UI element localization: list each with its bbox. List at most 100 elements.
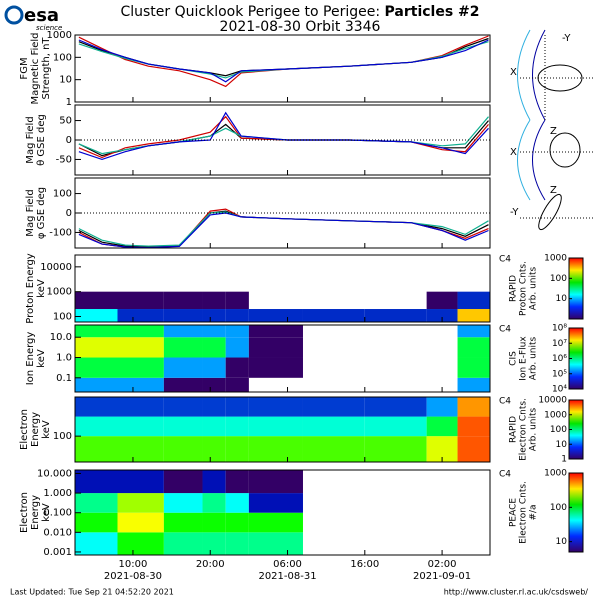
heatmap-cell (163, 436, 203, 462)
heatmap-cell (163, 291, 203, 310)
colorbar-label: PEACE (509, 498, 519, 527)
heatmap-cell (248, 532, 303, 555)
heatmap-cell (457, 291, 490, 310)
y-tick-label: 100 (53, 311, 72, 322)
heatmap-cell (248, 357, 303, 378)
heatmap-cell (163, 532, 203, 555)
heatmap-cell (75, 512, 118, 533)
heatmap-cell (426, 397, 458, 417)
footer-updated: Last Updated: Tue Sep 21 04:52:20 2021 (10, 588, 174, 597)
heatmap-cell (117, 357, 164, 378)
y-axis-label: θ GSE deg (36, 114, 47, 166)
heatmap-cell (248, 416, 303, 437)
colorbar-tick-label: 10⁴ (552, 385, 567, 395)
heatmap-cell (163, 470, 203, 494)
heatmap-cell (117, 512, 164, 533)
heatmap-cell (225, 397, 249, 417)
orbit-label: X (510, 67, 517, 78)
y-axis-label: Strength, nT (41, 37, 52, 100)
colorbar-label: RAPID (509, 275, 519, 302)
heatmap-cell (457, 309, 490, 322)
y-tick-label: 0.010 (43, 527, 72, 538)
x-tick-label: 10:00 (119, 559, 148, 570)
x-tick-label: 16:00 (350, 559, 379, 570)
colorbar-label: Arb. units (529, 266, 539, 310)
heatmap-cell (202, 377, 226, 392)
heatmap-cell (163, 325, 203, 338)
colorbar-tick-label: 10 (556, 440, 568, 450)
heatmap-cell (202, 532, 226, 555)
heatmap-cell (117, 337, 164, 358)
orbit-ellipse (538, 193, 562, 231)
heatmap-cell (302, 436, 365, 462)
panel-frame (74, 254, 491, 323)
heatmap-cell (457, 357, 490, 378)
heatmap-cell (225, 532, 249, 555)
heatmap-cell (225, 291, 249, 310)
y-tick-label: 0.100 (43, 508, 72, 519)
heatmap-cell (202, 337, 226, 358)
colorbar-tick-label: 100 (550, 503, 567, 513)
heatmap-cell (457, 397, 490, 417)
heatmap-cell (225, 309, 249, 322)
heatmap-cell (202, 357, 226, 378)
x-tick-label: 02:00 (428, 559, 457, 570)
x-tick-label: 06:00 (273, 559, 302, 570)
y-tick-label: 10.0 (50, 332, 72, 343)
heatmap-cell (426, 309, 458, 322)
heatmap-cell (117, 325, 164, 338)
subtitle: 2021-08-30 Orbit 3346 (220, 19, 381, 35)
heatmap-cell (163, 493, 203, 513)
y-axis-label: keV (41, 420, 52, 439)
y-axis-label: φ GSE deg (36, 187, 47, 239)
heatmap-cell (364, 416, 427, 437)
colorbar-tick-label: 1000 (544, 254, 567, 264)
y-tick-label: 1000 (47, 30, 72, 41)
y-tick-label: 0 (66, 135, 72, 146)
heatmap-cell (302, 309, 365, 322)
y-axis-label: Mag Field (25, 189, 36, 236)
heatmap-cell (202, 397, 226, 417)
heatmap-cell (163, 416, 203, 437)
heatmap-cell (163, 377, 203, 392)
y-axis-label: keV (36, 279, 47, 298)
heatmap-cell (302, 397, 365, 417)
heatmap-cell (163, 309, 203, 322)
heatmap-cell (75, 325, 118, 338)
spacecraft-label: C4 (499, 255, 511, 265)
heatmap-cell (364, 436, 427, 462)
y-axis-label: Ion Energy (25, 332, 36, 386)
heatmap-cell (457, 337, 490, 358)
y-tick-label: 1 (66, 97, 72, 108)
heatmap-cell (457, 416, 490, 437)
y-axis-label: Magnetic Field (30, 32, 41, 104)
colorbar-label: CIS (509, 351, 519, 366)
y-axis-label: Energy (30, 412, 41, 447)
orbit-ellipse (549, 132, 581, 168)
colorbar-tick-label: 10 (556, 537, 568, 547)
heatmap-cell (202, 470, 226, 494)
heatmap-cell (75, 493, 118, 513)
heatmap-cell (117, 493, 164, 513)
heatmap-cell (457, 377, 490, 392)
heatmap-cell (117, 309, 164, 322)
heatmap-cell (117, 397, 164, 417)
y-tick-label: 10 (59, 75, 72, 86)
colorbar-label: Ion E-Flux (519, 336, 529, 381)
y-tick-label: 50 (59, 116, 72, 127)
colorbar-label: Electron Cnts. (519, 481, 529, 544)
panel-frame (74, 34, 491, 103)
y-axis-label: keV (36, 349, 47, 368)
y-tick-label: 1.000 (43, 488, 72, 499)
y-tick-label: 10.000 (37, 468, 72, 479)
heatmap-cell (248, 493, 303, 513)
colorbar-tick-label: 100 (550, 274, 567, 284)
colorbar-label: Arb. units (529, 336, 539, 380)
y-tick-label: 1.0 (56, 353, 72, 364)
series-line (78, 115, 489, 159)
heatmap-cell (457, 325, 490, 338)
title: Cluster Quicklook Perigee to Perigee: Pa… (120, 4, 479, 20)
heatmap-cell (202, 436, 226, 462)
y-axis-label: FGM (19, 57, 30, 79)
